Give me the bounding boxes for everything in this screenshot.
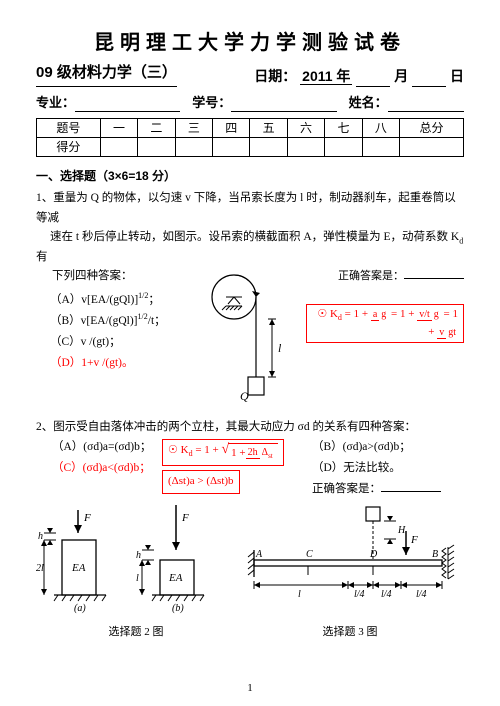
sid-blank — [231, 97, 336, 112]
svg-text:D: D — [369, 549, 378, 560]
svg-text:h: h — [38, 531, 43, 542]
q1-text: 1、重量为 Q 的物体，以匀速 v 下降，当吊索长度为 l 时，制动器刹车，起重… — [36, 189, 464, 268]
th: 四 — [213, 119, 250, 138]
month-label: 月 — [394, 68, 408, 84]
q1-optC: （C）v /(gt)； — [50, 332, 186, 353]
month-blank — [356, 72, 390, 87]
th: 八 — [362, 119, 399, 138]
day-blank — [412, 72, 446, 87]
th: 五 — [250, 119, 287, 138]
svg-text:EA: EA — [71, 562, 86, 574]
date-prefix: 日期： — [254, 68, 296, 84]
course-name: 09 级材料力学（三） — [36, 62, 177, 87]
exam-title: 昆明理工大学力学测验试卷 — [36, 28, 464, 58]
fig3-caption: 选择题 3 图 — [236, 624, 464, 641]
q1-formula: ☉ Kd = 1 + ag = 1 + v/tg = 1 + vgt — [306, 302, 464, 345]
svg-text:(a): (a) — [74, 603, 86, 614]
major-label: 专业： — [36, 93, 75, 113]
svg-text:F: F — [181, 512, 189, 524]
q1-optA: （A）v[EA/(gQl)]1/2； — [50, 289, 186, 311]
name-label: 姓名： — [349, 93, 388, 113]
th: 七 — [325, 119, 362, 138]
q1-options: （A）v[EA/(gQl)]1/2； （B）v[EA/(gQl)]1/2/t； … — [50, 289, 186, 373]
score-table: 题号 一 二 三 四 五 六 七 八 总分 得分 — [36, 118, 464, 157]
th: 一 — [100, 119, 137, 138]
q1-optD: （D）1+v /(gt)。 — [50, 353, 186, 374]
fig3: H F A C D B — [236, 505, 464, 640]
th: 六 — [287, 119, 324, 138]
sid-label: 学号： — [192, 93, 231, 113]
date-block: 日期： 2011 年 月 日 — [254, 66, 464, 87]
q1-optB: （B）v[EA/(gQl)]1/2/t； — [50, 310, 186, 332]
svg-text:l/4: l/4 — [354, 589, 365, 600]
q1-line2: 速在 t 秒后停止转动，如图示。设吊索的横截面积 A，弹性模量为 E，动荷系数 … — [36, 231, 463, 263]
svg-text:l: l — [298, 589, 301, 600]
q2-optC: （C）(σd)a<(σd)b； — [52, 458, 162, 479]
svg-text:h: h — [136, 550, 141, 561]
svg-text:2l: 2l — [36, 563, 44, 574]
day-label: 日 — [450, 68, 464, 84]
q2-delta: (Δst)a > (Δst)b — [162, 468, 312, 496]
year: 2011 年 — [300, 68, 352, 85]
svg-text:B: B — [432, 549, 438, 560]
q2-kd: ☉ Kd = 1 + √1 + 2hΔst — [162, 437, 312, 468]
q2-answer-label: 正确答案是： — [312, 479, 464, 500]
svg-text:A: A — [255, 549, 263, 560]
section-heading: 一、选择题（3×6=18 分） — [36, 167, 464, 185]
q2-optD: （D）无法比较。 — [312, 458, 464, 479]
svg-text:F: F — [83, 512, 91, 524]
svg-text:(b): (b) — [172, 603, 184, 614]
page-number: 1 — [0, 680, 500, 697]
q1-line3: 下列四种答案： — [52, 268, 186, 285]
table-row: 得分 — [37, 138, 464, 157]
meta-row: 专业： 学号： 姓名： — [36, 93, 464, 113]
course-date-row: 09 级材料力学（三） 日期： 2011 年 月 日 — [36, 62, 464, 87]
major-blank — [75, 97, 180, 112]
svg-text:C: C — [306, 549, 313, 560]
svg-text:l: l — [136, 573, 139, 584]
th: 题号 — [37, 119, 101, 138]
svg-text:EA: EA — [168, 572, 183, 584]
q2-optA: （A）(σd)a=(σd)b； — [52, 437, 162, 458]
row-label: 得分 — [37, 138, 101, 157]
svg-text:l/4: l/4 — [381, 589, 392, 600]
svg-text:H: H — [397, 525, 406, 536]
svg-text:l/4: l/4 — [416, 589, 427, 600]
q1-answer-label: 正确答案是： — [306, 268, 464, 285]
svg-text:Q: Q — [240, 389, 249, 402]
q1-line1: 1、重量为 Q 的物体，以匀速 v 下降，当吊索长度为 l 时，制动器刹车，起重… — [36, 192, 456, 224]
th: 二 — [138, 119, 175, 138]
svg-text:F: F — [410, 534, 418, 546]
svg-text:l: l — [278, 341, 282, 355]
q1-diagram: Q l — [186, 272, 306, 408]
fig2: F h EA 2l (a) F h EA — [36, 505, 236, 640]
th: 三 — [175, 119, 212, 138]
table-row: 题号 一 二 三 四 五 六 七 八 总分 — [37, 119, 464, 138]
fig2-caption: 选择题 2 图 — [36, 624, 236, 641]
q2-optB: （B）(σd)a>(σd)b； — [312, 437, 464, 458]
q2-text: 2、图示受自由落体冲击的两个立柱，其最大动应力 σd 的关系有四种答案： — [36, 418, 464, 438]
th: 总分 — [400, 119, 464, 138]
name-blank — [388, 97, 464, 112]
